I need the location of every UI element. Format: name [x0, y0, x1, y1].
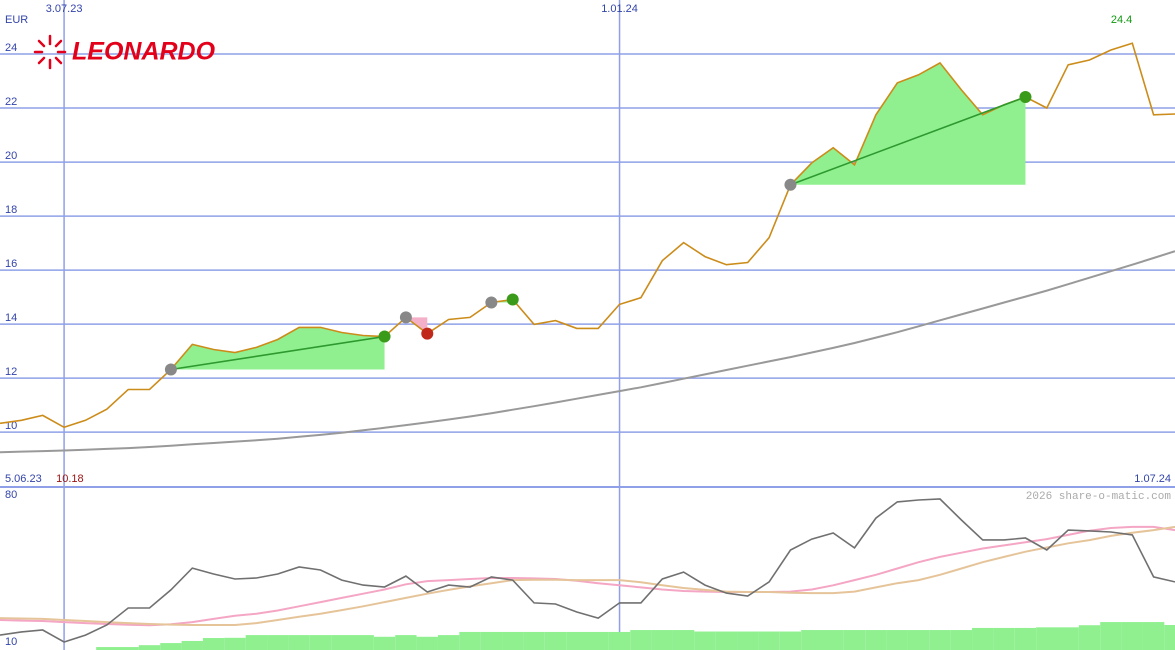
- bar: [630, 630, 652, 650]
- bar: [758, 631, 780, 650]
- entry-dot: [164, 363, 177, 376]
- y-tick-label: 18: [5, 204, 17, 216]
- bar: [437, 635, 460, 650]
- y-tick-label: 10: [5, 636, 17, 648]
- bar: [459, 631, 481, 650]
- credit: 2026 share-o-matic.com: [1026, 491, 1172, 503]
- oscillator-line: [0, 525, 1175, 627]
- bar: [779, 631, 802, 650]
- y-tick-label: 14: [5, 312, 17, 324]
- bar: [566, 631, 588, 650]
- bar: [331, 635, 353, 650]
- bar: [972, 627, 994, 650]
- bar: [801, 630, 823, 650]
- y-tick-label: 12: [5, 366, 17, 378]
- trade-line: [790, 96, 1026, 186]
- entry-dot: [485, 296, 498, 309]
- bar: [502, 631, 524, 650]
- y-tick-label: 24: [5, 42, 17, 54]
- entry-dot: [399, 311, 412, 324]
- bar: [865, 630, 887, 650]
- bar: [544, 631, 567, 650]
- bar: [523, 631, 545, 650]
- x-end-label: 1.07.24: [1134, 473, 1171, 485]
- oscillator-line: [0, 525, 1175, 626]
- bar: [1121, 622, 1143, 650]
- bar: [267, 635, 289, 650]
- bar: [181, 640, 203, 650]
- bar: [395, 635, 417, 650]
- x-tick-label: 3.07.23: [46, 3, 83, 15]
- bar: [224, 637, 246, 650]
- bar: [950, 630, 973, 650]
- bar: [1164, 625, 1175, 650]
- moving-average-line: [0, 250, 1175, 454]
- unit-label: EUR: [5, 14, 28, 26]
- max-label: 24.4: [1111, 14, 1132, 26]
- bar: [117, 647, 139, 650]
- bar: [843, 630, 866, 650]
- exit-dot: [506, 293, 519, 306]
- bar: [1078, 625, 1101, 650]
- bar: [993, 627, 1015, 650]
- bar: [886, 630, 908, 650]
- bar: [608, 631, 631, 650]
- trade-area: [170, 327, 385, 370]
- y-tick-label: 16: [5, 258, 17, 270]
- bar: [694, 631, 716, 650]
- y-tick-label: 10: [5, 420, 17, 432]
- bar: [1036, 627, 1058, 650]
- trade-line: [170, 335, 385, 371]
- bar: [1014, 627, 1037, 650]
- bar: [672, 630, 695, 650]
- bar: [1100, 622, 1122, 650]
- bar: [96, 647, 118, 650]
- bar: [822, 630, 844, 650]
- min-label: 10.18: [56, 473, 84, 485]
- bar: [138, 645, 161, 650]
- bar: [160, 643, 182, 650]
- bar: [929, 630, 951, 650]
- bar: [587, 631, 609, 650]
- bar: [1057, 627, 1079, 650]
- oscillator-line: [0, 498, 1175, 643]
- logo-text: LEONARDO: [72, 38, 216, 66]
- bar: [288, 635, 310, 650]
- y-tick-label: 80: [5, 489, 17, 501]
- bar: [651, 630, 673, 650]
- trade-area: [790, 62, 1026, 185]
- bar: [352, 635, 374, 650]
- bar: [480, 631, 503, 650]
- price-line: [0, 42, 1175, 429]
- bar: [202, 638, 225, 650]
- exit-dot: [421, 327, 434, 340]
- logo-icon: [33, 34, 67, 70]
- bar: [373, 636, 396, 650]
- bar: [245, 635, 268, 650]
- bar: [1142, 622, 1165, 650]
- bar: [737, 631, 759, 650]
- x-start-label: 5.06.23: [5, 473, 42, 485]
- x-tick-label: 1.01.24: [601, 3, 638, 15]
- entry-dot: [784, 178, 797, 191]
- y-tick-label: 22: [5, 96, 17, 108]
- bar: [416, 636, 438, 650]
- bar: [309, 635, 332, 650]
- bar: [907, 630, 930, 650]
- bar: [715, 631, 738, 650]
- y-tick-label: 20: [5, 150, 17, 162]
- exit-dot: [378, 330, 391, 343]
- exit-dot: [1019, 90, 1032, 103]
